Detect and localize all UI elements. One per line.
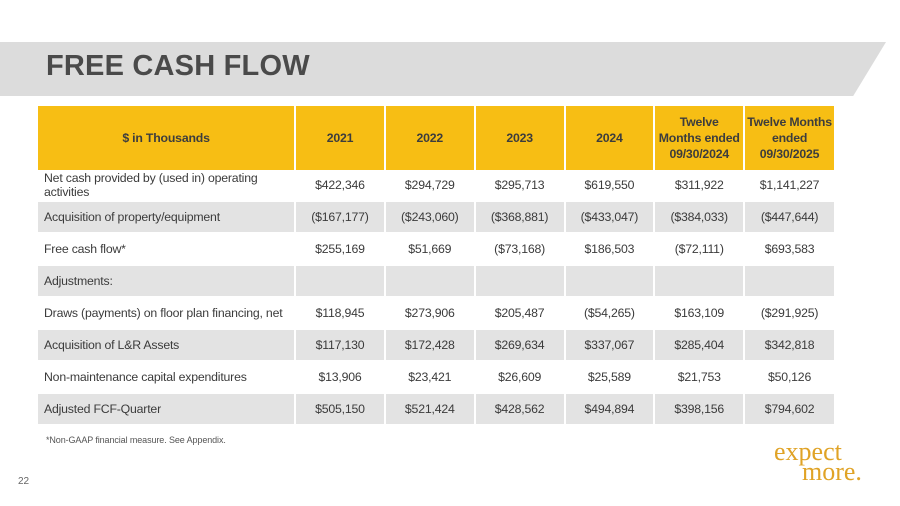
cell-value: $23,421 [384,361,476,394]
cell-value [384,265,476,298]
cell-value: $693,583 [744,232,834,266]
header-units: $ in Thousands [38,106,297,170]
row-label: Free cash flow* [38,232,297,266]
table-row: Net cash provided by (used in) operating… [38,170,834,202]
row-label: Acquisition of L&R Assets [38,329,297,362]
free-cash-flow-table: $ in Thousands 2021 2022 2023 2024 Twelv… [38,106,834,426]
cell-value: $311,922 [654,170,746,202]
row-label: Non-maintenance capital expenditures [38,361,297,394]
header-2023: 2023 [474,106,566,170]
page-number: 22 [18,476,30,487]
header-2021: 2021 [295,106,386,170]
cell-value: $172,428 [384,329,476,362]
cell-value: ($72,111) [654,232,746,266]
cell-value: $294,729 [384,170,476,202]
cell-value [564,265,656,298]
cell-value: ($368,881) [474,201,566,234]
cell-value: $342,818 [744,329,834,362]
cell-value: ($243,060) [384,201,476,234]
cell-value: $505,150 [295,392,386,426]
cell-value: ($73,168) [474,232,566,266]
table-row: Non-maintenance capital expenditures $13… [38,361,834,394]
cell-value: ($291,925) [744,297,834,330]
cell-value: $1,141,227 [744,170,834,202]
header-ttm-2025: Twelve Months ended 09/30/2025 [744,106,834,170]
cell-value: $295,713 [474,170,566,202]
cell-value: $398,156 [654,392,746,426]
header-2024: 2024 [564,106,656,170]
cell-value: $26,609 [474,361,566,394]
brand-logo: expect more. [774,439,862,486]
row-label: Draws (payments) on floor plan financing… [38,297,297,330]
cell-value: $117,130 [295,329,386,362]
cell-value: $255,169 [295,232,386,266]
cell-value [654,265,746,298]
cell-value: ($54,265) [564,297,656,330]
row-label: Adjusted FCF-Quarter [38,392,297,426]
cell-value: $118,945 [295,297,386,330]
cell-value: $422,346 [295,170,386,202]
page-title: FREE CASH FLOW [46,50,310,82]
row-label: Net cash provided by (used in) operating… [38,170,297,202]
footnote: *Non-GAAP financial measure. See Appendi… [46,435,226,445]
cell-value: $494,894 [564,392,656,426]
cell-value: $186,503 [564,232,656,266]
table-header-row: $ in Thousands 2021 2022 2023 2024 Twelv… [38,106,834,170]
table-row: Adjustments: [38,265,834,298]
cell-value: $337,067 [564,329,656,362]
brand-line-1: expect [774,437,842,466]
cell-value: $13,906 [295,361,386,394]
header-2022: 2022 [384,106,476,170]
table-row: Acquisition of L&R Assets $117,130 $172,… [38,329,834,362]
cell-value: $428,562 [474,392,566,426]
cell-value: ($384,033) [654,201,746,234]
cell-value: $163,109 [654,297,746,330]
title-band [0,42,886,96]
row-label: Adjustments: [38,265,297,298]
table-row: Adjusted FCF-Quarter $505,150 $521,424 $… [38,392,834,426]
cell-value: $50,126 [744,361,834,394]
cell-value: $205,487 [474,297,566,330]
cell-value: $521,424 [384,392,476,426]
cell-value [474,265,566,298]
cell-value: $794,602 [744,392,834,426]
cell-value: ($433,047) [564,201,656,234]
table-row: Free cash flow* $255,169 $51,669 ($73,16… [38,232,834,266]
cell-value: $619,550 [564,170,656,202]
table-row: Acquisition of property/equipment ($167,… [38,201,834,234]
cell-value: ($167,177) [295,201,386,234]
cell-value: $269,634 [474,329,566,362]
cell-value: ($447,644) [744,201,834,234]
cell-value: $51,669 [384,232,476,266]
cell-value [744,265,834,298]
brand-line-2: more. [802,457,862,486]
cell-value: $21,753 [654,361,746,394]
table-row: Draws (payments) on floor plan financing… [38,297,834,330]
cell-value [295,265,386,298]
cell-value: $25,589 [564,361,656,394]
cell-value: $273,906 [384,297,476,330]
header-ttm-2024: Twelve Months ended 09/30/2024 [654,106,746,170]
row-label: Acquisition of property/equipment [38,201,297,234]
cell-value: $285,404 [654,329,746,362]
